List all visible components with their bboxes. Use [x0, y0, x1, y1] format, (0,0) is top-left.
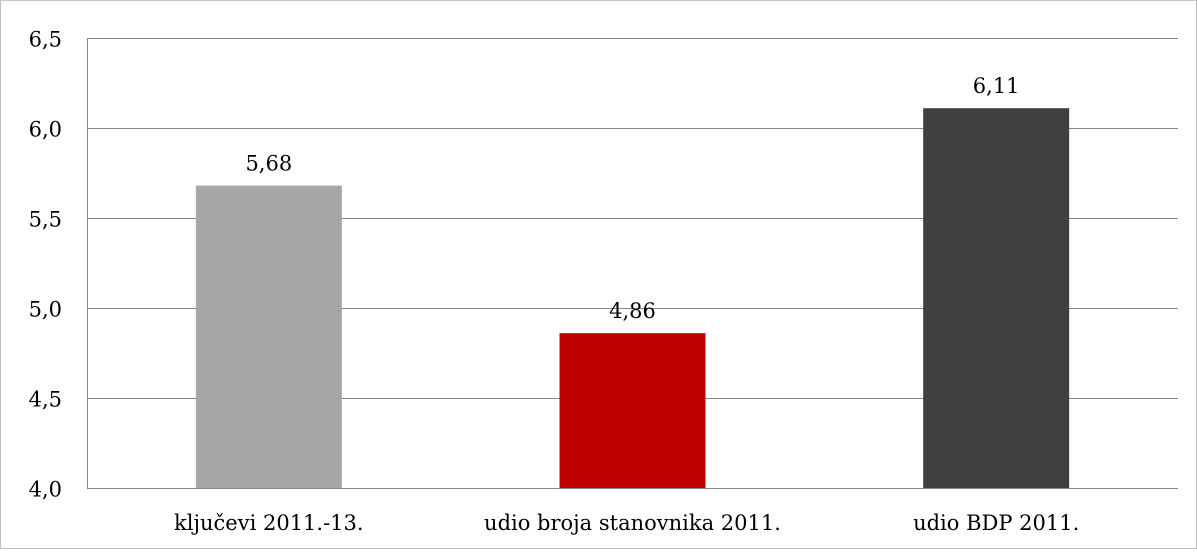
x-tick-label: udio BDP 2011.: [913, 511, 1079, 535]
x-tick-label: ključevi 2011.-13.: [174, 511, 364, 535]
y-tick-label: 6,0: [29, 118, 62, 142]
bar: [195, 185, 342, 488]
bar: [559, 333, 706, 488]
y-tick-label: 5,5: [29, 208, 62, 232]
y-tick-label: 4,0: [29, 478, 62, 502]
x-tick-label: udio broja stanovnika 2011.: [484, 511, 781, 535]
value-labels: 5,68 4,86 6,11: [245, 74, 1019, 323]
y-tick-label: 6,5: [29, 28, 62, 52]
bar: [923, 108, 1070, 488]
data-label: 5,68: [245, 152, 292, 176]
y-tick-label: 5,0: [29, 298, 62, 322]
data-label: 4,86: [609, 299, 656, 323]
y-axis-tick-labels: 4,0 4,5 5,0 5,5 6,0 6,5: [29, 28, 62, 502]
x-axis-tick-labels: ključevi 2011.-13. udio broja stanovnika …: [174, 511, 1079, 535]
data-label: 6,11: [973, 74, 1020, 98]
y-tick-label: 4,5: [29, 388, 62, 412]
bars: [195, 108, 1070, 488]
